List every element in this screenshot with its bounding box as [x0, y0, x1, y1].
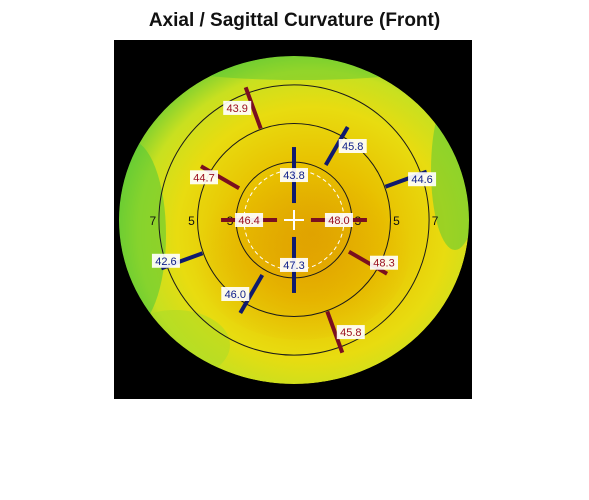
ring-tick-label: 7: [432, 214, 439, 228]
marker-label-bg: [280, 257, 308, 272]
marker-value-label: 47.3: [283, 260, 304, 272]
marker-value-label: 46.0: [225, 289, 246, 301]
marker-bar: [238, 273, 265, 315]
marker-value-label: 44.6: [411, 174, 432, 186]
flat-lobe-left: [119, 140, 166, 330]
ring-tick-label: 5: [393, 214, 400, 228]
ring-tick-label: 7: [150, 214, 157, 228]
marker-bar: [323, 125, 350, 167]
marker-label-bg: [235, 213, 264, 227]
marker-label-bg: [336, 325, 365, 340]
zone-markers: 43.8 46.4 48.0 47.3 44.7 45.8 48.3 46.0 43.9 44.6…: [151, 86, 437, 354]
marker-label-bg: [324, 213, 353, 227]
marker-label-bg: [408, 172, 437, 187]
marker-value-label: 42.6: [155, 256, 176, 268]
marker-value-label: 45.8: [342, 141, 363, 153]
zone-ring-5mm: [197, 123, 391, 317]
marker-value-label: 48.0: [328, 215, 349, 227]
marker-value-label: 43.9: [226, 103, 247, 115]
marker-label-bg: [223, 100, 252, 115]
zone-ring-7mm: [158, 84, 430, 356]
marker-bar: [347, 249, 389, 276]
marker-bar: [243, 86, 263, 130]
marker-label-bg: [221, 286, 250, 301]
marker-label-bg: [280, 168, 308, 183]
marker-value-label: 48.3: [373, 258, 394, 270]
marker-bar: [199, 164, 241, 191]
marker-value-label: 43.8: [283, 170, 304, 182]
chart-title: Axial / Sagittal Curvature (Front): [148, 10, 441, 31]
marker-value-label: 45.8: [340, 327, 361, 339]
marker-label-bg: [151, 253, 180, 268]
marker-label-bg: [369, 255, 398, 270]
marker-value-label: 44.7: [193, 172, 214, 184]
marker-label-bg: [190, 170, 219, 185]
marker-bar: [325, 310, 345, 354]
steep-region: [190, 160, 410, 340]
ring-tick-label: 5: [188, 214, 195, 228]
marker-label-bg: [338, 139, 367, 154]
marker-value-label: 46.4: [238, 215, 259, 227]
